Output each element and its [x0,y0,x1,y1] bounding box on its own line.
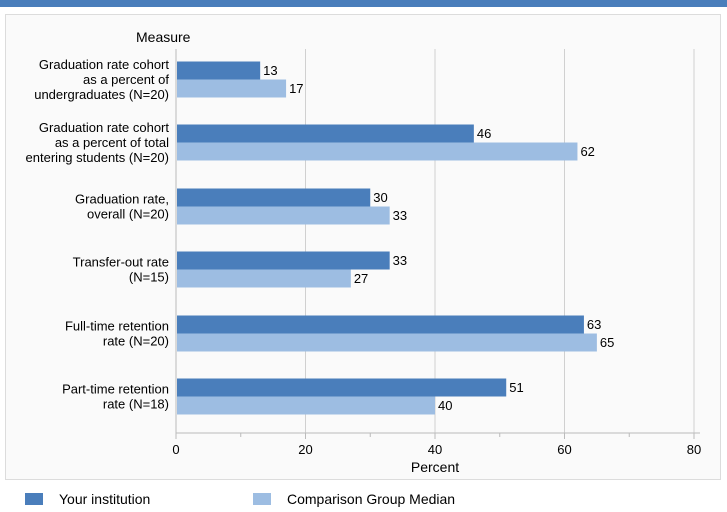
bar-your-institution [177,61,261,80]
category-label: Full-time retention [65,319,169,334]
bar-comparison-group-median [177,206,390,225]
data-label: 17 [289,81,303,96]
category-label: (N=15) [129,270,169,285]
x-tick-label: 60 [557,442,571,457]
data-label: 27 [354,271,368,286]
category-label: rate (N=18) [103,397,169,412]
data-label: 62 [580,144,594,159]
data-label: 13 [263,63,277,78]
bar-your-institution [177,378,507,397]
legend-label-comparison-group-median: Comparison Group Median [287,491,456,507]
x-tick-label: 40 [428,442,442,457]
category-label: Graduation rate cohort [39,120,169,135]
data-label: 63 [587,317,601,332]
labels: 0 20 40 60 80 Measure Percent Graduation rate c… [26,29,702,475]
data-label: 46 [477,126,491,141]
data-label: 40 [438,398,452,413]
category-label: Graduation rate cohort [39,57,169,72]
bar-comparison-group-median [177,396,435,415]
x-tick-label: 20 [298,442,312,457]
legend-swatch-comparison-group-median [253,493,271,505]
data-label: 33 [393,208,407,223]
y-axis-title: Measure [136,29,191,45]
category-label: as a percent of [83,72,169,87]
bars [177,61,597,415]
category-label: Graduation rate, [75,192,169,207]
category-label: undergraduates (N=20) [34,87,169,102]
category-label: Transfer-out rate [73,255,169,270]
legend-item-your-institution: Your institution [25,490,150,508]
bar-your-institution [177,188,371,207]
category-label: rate (N=20) [103,334,169,349]
data-label: 51 [509,380,523,395]
category-label: as a percent of total [55,135,169,150]
data-label: 33 [393,253,407,268]
x-tick-label: 0 [172,442,179,457]
bar-chart: 0 20 40 60 80 Measure Percent Graduation rate c… [26,29,702,475]
x-axis-title: Percent [411,459,459,475]
axes [175,49,700,439]
bar-your-institution [177,251,390,270]
category-label: entering students (N=20) [26,150,169,165]
category-label: Part-time retention [62,382,169,397]
x-tick-label: 80 [687,442,701,457]
bar-comparison-group-median [177,79,287,98]
bar-comparison-group-median [177,269,351,288]
bar-comparison-group-median [177,142,578,161]
bar-your-institution [177,315,584,334]
top-accent-bar [0,0,727,7]
legend-swatch-your-institution [25,493,43,505]
gridlines [305,49,695,433]
chart-panel: 0 20 40 60 80 Measure Percent Graduation rate c… [5,14,721,480]
bar-comparison-group-median [177,333,597,352]
legend-item-comparison-group-median: Comparison Group Median [253,490,455,508]
legend-label-your-institution: Your institution [59,491,151,507]
data-label: 65 [600,335,614,350]
bar-your-institution [177,124,474,143]
data-label: 30 [373,190,387,205]
category-label: overall (N=20) [87,207,169,222]
